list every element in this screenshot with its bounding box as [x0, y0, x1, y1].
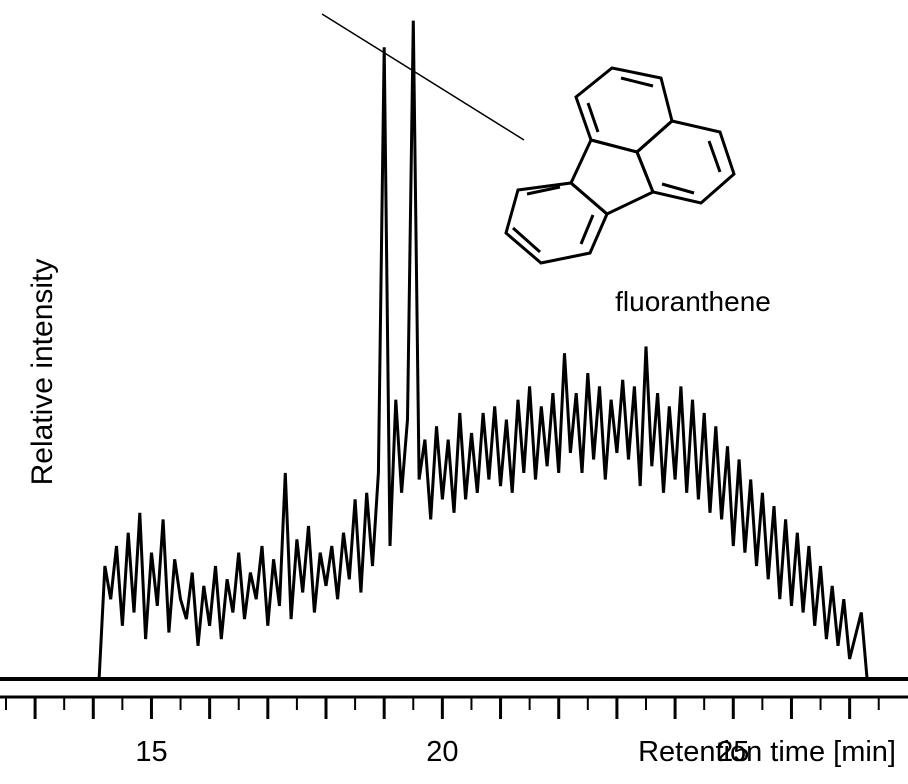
- y-axis-label: Relative intensity: [26, 259, 59, 486]
- x-axis-tick-labels: 15 20 25: [135, 736, 749, 768]
- x-tick-label: 25: [717, 736, 749, 768]
- x-tick-label: 20: [426, 736, 458, 768]
- annotation-leader-line: [321, 13, 525, 141]
- x-axis-ticks: [5, 697, 880, 719]
- fluoranthene-structure-icon: [504, 66, 736, 265]
- x-tick-label: 15: [135, 736, 167, 768]
- x-axis-label: Retention time [min]: [638, 736, 896, 768]
- chromatogram-trace: [97, 20, 869, 680]
- annotation-label: fluoranthene: [615, 286, 771, 317]
